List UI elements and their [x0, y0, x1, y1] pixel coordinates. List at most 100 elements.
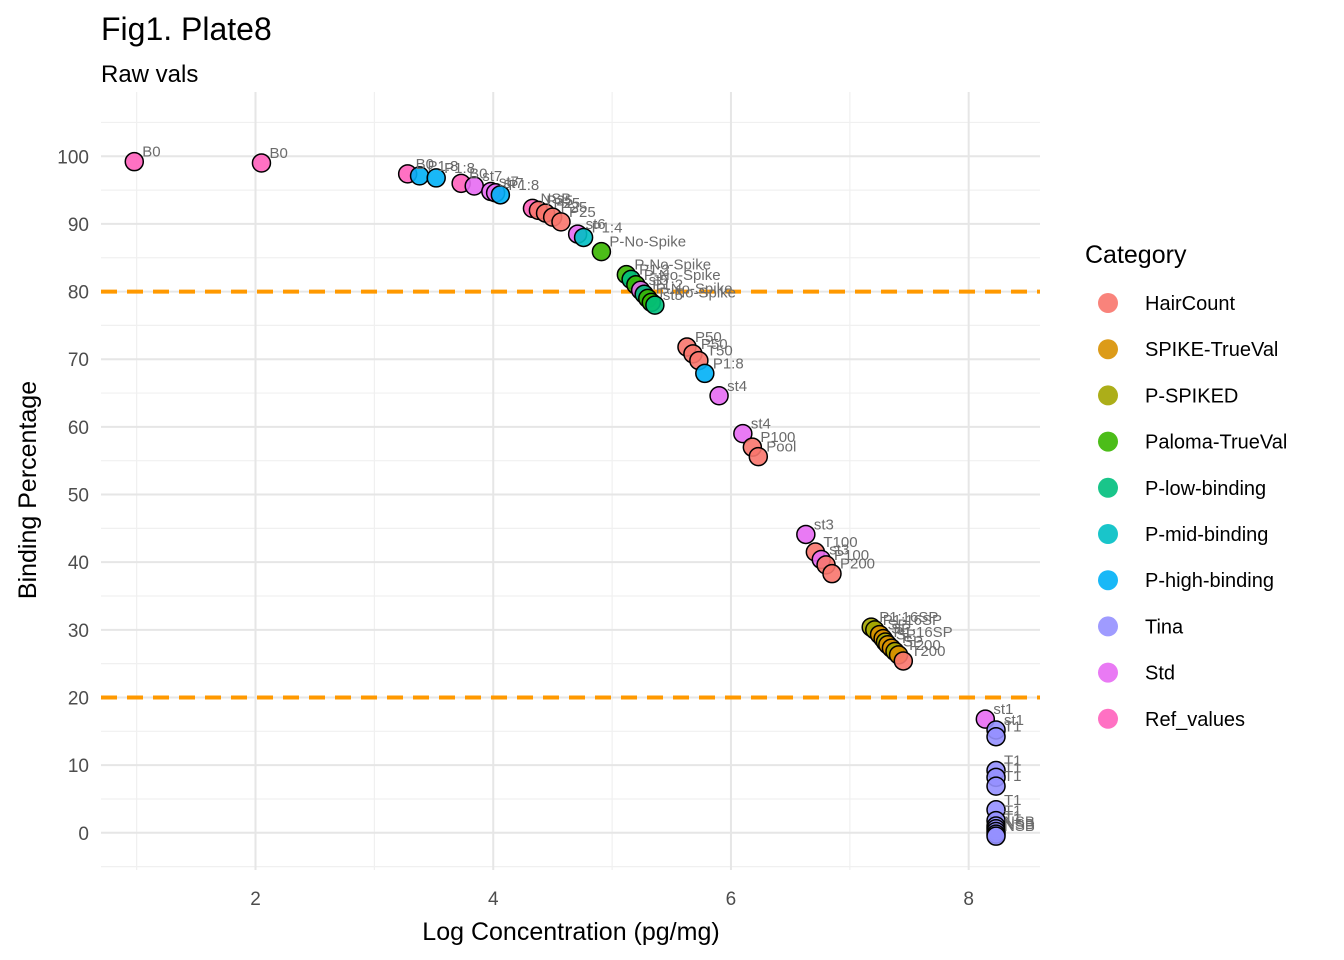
point-label: st3: [814, 516, 834, 533]
legend-swatch: [1098, 477, 1118, 498]
data-point: [645, 295, 665, 315]
data-point: [748, 446, 769, 467]
data-point: [124, 151, 145, 172]
y-tick-label: 60: [68, 418, 89, 439]
point-label: P-No-Spike: [644, 267, 721, 284]
point-label: P25: [569, 204, 596, 221]
point-label: T1: [1004, 792, 1022, 809]
point-label: P-No-Spike: [656, 280, 733, 297]
data-point: [986, 726, 1006, 747]
point-label: P1:8: [444, 160, 475, 177]
point-label: st1: [993, 701, 1013, 718]
data-point: [573, 227, 594, 248]
point-label: P200: [840, 556, 875, 573]
legend-label: SPIKE-TrueVal: [1145, 339, 1278, 361]
point-label: P1:8: [508, 177, 539, 194]
data-point: [426, 168, 446, 188]
legend-swatch: [1098, 293, 1118, 313]
data-point: [695, 363, 715, 384]
data-point: [986, 826, 1006, 846]
point-label: T1: [1004, 719, 1022, 736]
point-label: st4: [751, 416, 771, 433]
data-point: [490, 185, 511, 205]
point-label: B0: [416, 156, 434, 173]
reference-lines: [101, 289, 1040, 700]
y-tick-label: 40: [68, 553, 89, 574]
legend-label: Ref_values: [1145, 709, 1245, 731]
legend-label: P-mid-binding: [1145, 524, 1268, 546]
legend-label: P-high-binding: [1145, 570, 1274, 592]
point-label: T1: [1004, 808, 1022, 825]
chart-subtitle: Raw vals: [101, 61, 198, 88]
y-axis-title: Binding Percentage: [14, 381, 42, 599]
x-tick-label: 4: [488, 889, 499, 910]
legend-label: Paloma-TrueVal: [1145, 432, 1287, 454]
point-label: P1:2: [652, 276, 683, 293]
legend-label: Tina: [1145, 616, 1184, 638]
legend-label: P-low-binding: [1145, 478, 1266, 500]
y-tick-label: 20: [68, 688, 89, 709]
plot-area: B0 B0B0P1:8P1:8B0st7st7st7P1:8NSBP25P25P2…: [101, 92, 1040, 870]
data-point: [822, 563, 842, 584]
legend-title: Category: [1085, 241, 1187, 269]
x-tick-label: 2: [250, 889, 261, 910]
data-point: [591, 241, 612, 262]
point-label: P-No-Spike: [609, 234, 686, 251]
y-tick-label: 70: [68, 350, 89, 371]
data-point: [893, 651, 914, 671]
data-point: [551, 212, 571, 232]
point-label: B0: [142, 144, 160, 161]
point-label: P25: [561, 199, 588, 216]
point-label: B0: [269, 145, 287, 162]
y-tick-label: 10: [68, 756, 89, 777]
point-label: B0: [469, 165, 487, 182]
point-label: T1: [1004, 753, 1022, 770]
point-label: T100: [823, 534, 857, 551]
y-tick-label: 0: [78, 824, 89, 845]
point-label: P1:8: [428, 158, 459, 175]
point-label: SP: [896, 627, 916, 644]
point-label: T50: [707, 343, 733, 360]
data-point: [796, 524, 816, 545]
point-label: P1:16SP: [879, 609, 938, 626]
point-labels: B0 B0B0P1:8P1:8B0st7st7st7P1:8NSBP25P25P2…: [142, 144, 1035, 835]
point-label: P1:16SP: [883, 612, 942, 629]
chart-title: Fig1. Plate8: [101, 11, 272, 47]
point-label: P100: [760, 429, 795, 446]
point-label: T1: [1004, 811, 1022, 828]
point-label: SP: [903, 633, 923, 650]
legend-swatch: [1098, 431, 1118, 452]
point-label: P50: [701, 336, 728, 353]
legend-label: P-SPIKED: [1145, 385, 1238, 407]
point-label: P25: [546, 192, 573, 209]
x-axis-title: Log Concentration (pg/mg): [422, 918, 719, 946]
data-point: [733, 423, 753, 444]
y-tick-label: 30: [68, 621, 89, 642]
y-axis-ticks: 0 10 20 30 40 50 60 70 80 90 100: [57, 147, 89, 845]
legend-label: HairCount: [1145, 293, 1235, 315]
point-label: SP: [891, 621, 911, 638]
point-label: Pool: [766, 439, 796, 456]
legend-swatch: [1098, 570, 1118, 591]
point-label: T1: [1004, 768, 1022, 785]
point-label: st4: [727, 378, 747, 395]
legend-swatch: [1098, 339, 1118, 360]
x-axis-ticks: 2 4 6 8: [250, 889, 974, 910]
legend-swatch: [1098, 385, 1118, 406]
point-label: NSB: [1004, 816, 1035, 833]
point-label: P1:4: [592, 219, 623, 236]
point-label: P-No-Spike: [659, 284, 736, 301]
point-label: st7: [499, 173, 519, 190]
y-tick-label: 80: [68, 283, 89, 304]
x-tick-label: 6: [726, 889, 737, 910]
x-tick-label: 8: [963, 889, 974, 910]
legend-items: HairCount SPIKE-TrueVal P-SPIKED Paloma-Tru…: [1098, 293, 1287, 731]
point-label: T: [899, 630, 908, 647]
legend-swatch: [1098, 662, 1118, 683]
point-label: P1:2: [639, 261, 670, 278]
point-label: st6: [586, 216, 606, 233]
point-label: NSB: [1004, 813, 1035, 830]
y-tick-label: 50: [68, 486, 89, 507]
y-tick-label: 100: [57, 147, 89, 168]
